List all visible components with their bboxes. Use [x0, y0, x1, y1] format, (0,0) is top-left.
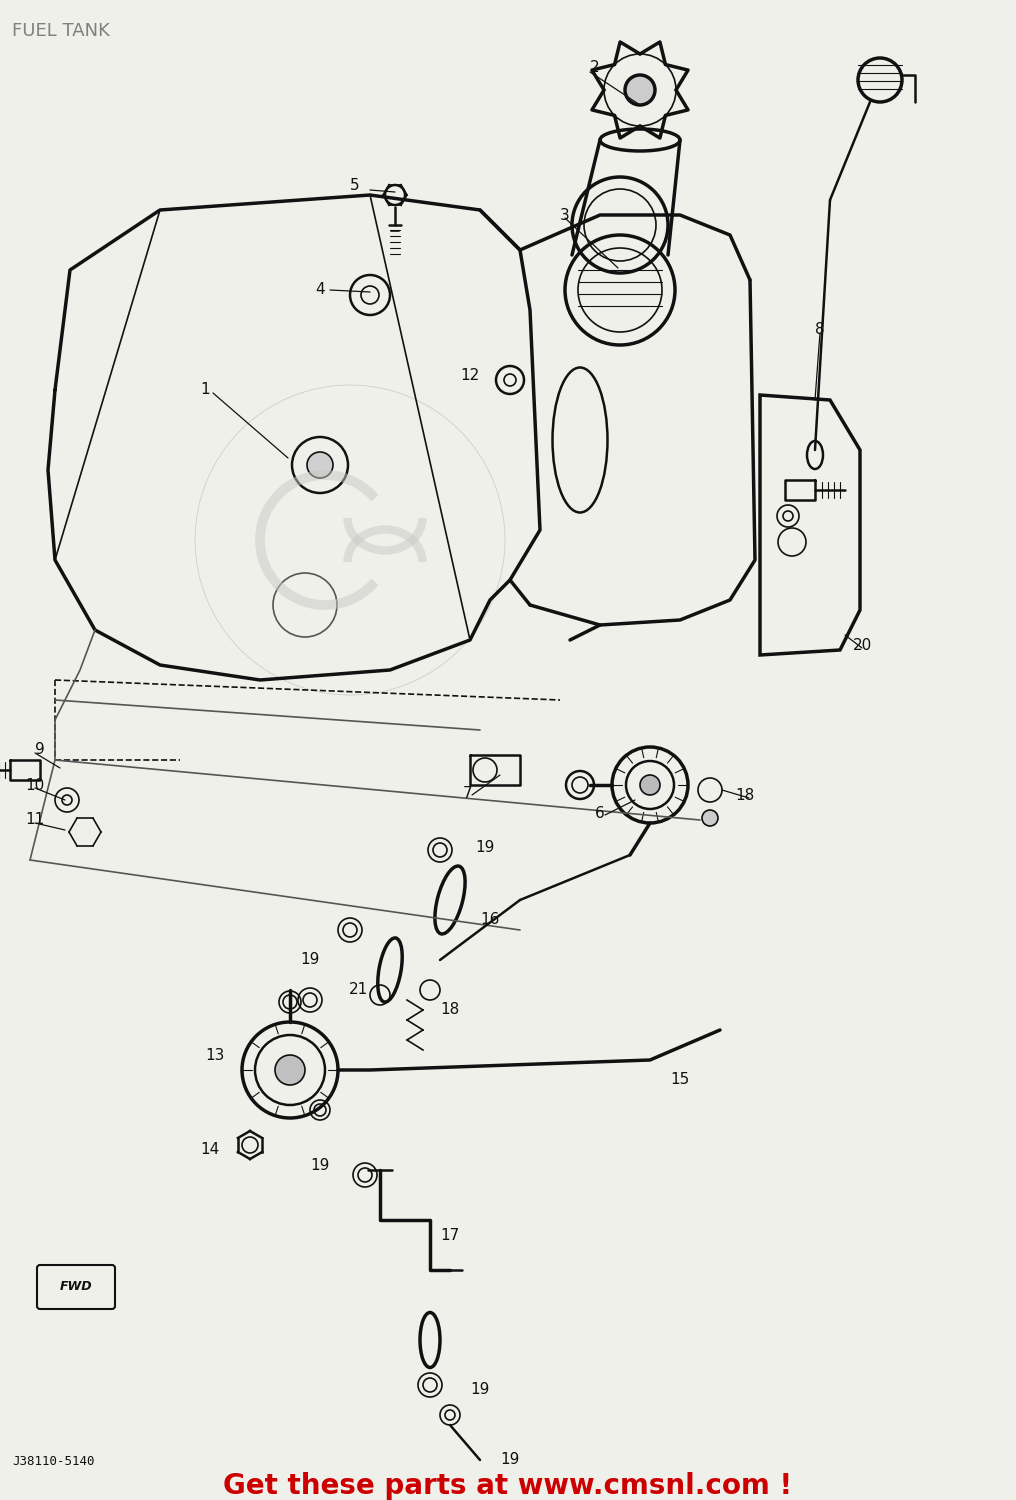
- Text: 11: 11: [25, 813, 45, 828]
- Text: 18: 18: [736, 788, 755, 802]
- Text: 12: 12: [460, 368, 480, 382]
- Text: FUEL TANK: FUEL TANK: [12, 22, 110, 40]
- Circle shape: [640, 776, 660, 795]
- Text: 19: 19: [500, 1452, 520, 1467]
- Text: 19: 19: [310, 1158, 329, 1173]
- Text: 4: 4: [315, 282, 325, 297]
- Text: 18: 18: [440, 1002, 459, 1017]
- Text: J38110-5140: J38110-5140: [12, 1455, 94, 1468]
- Text: 14: 14: [200, 1143, 219, 1158]
- Circle shape: [625, 75, 655, 105]
- Text: 10: 10: [25, 777, 45, 792]
- Circle shape: [275, 1054, 305, 1084]
- Text: 20: 20: [852, 638, 872, 652]
- Text: 6: 6: [595, 806, 605, 820]
- Text: 19: 19: [475, 840, 495, 855]
- Text: 7: 7: [463, 786, 472, 801]
- Text: 5: 5: [351, 177, 360, 192]
- Text: 15: 15: [671, 1072, 690, 1088]
- Text: FWD: FWD: [60, 1281, 92, 1293]
- Text: 16: 16: [481, 912, 500, 927]
- Text: 2: 2: [590, 60, 599, 75]
- Text: 8: 8: [815, 322, 825, 338]
- Circle shape: [702, 810, 718, 826]
- Text: Get these parts at www.cmsnl.com !: Get these parts at www.cmsnl.com !: [224, 1472, 792, 1500]
- Text: 19: 19: [470, 1383, 490, 1398]
- Text: 13: 13: [205, 1047, 225, 1062]
- Text: 19: 19: [301, 952, 320, 968]
- Text: 21: 21: [348, 982, 368, 998]
- Text: 1: 1: [200, 382, 210, 398]
- Text: 3: 3: [560, 207, 570, 222]
- Circle shape: [307, 452, 333, 478]
- Text: 17: 17: [440, 1227, 459, 1242]
- Text: 9: 9: [36, 742, 45, 758]
